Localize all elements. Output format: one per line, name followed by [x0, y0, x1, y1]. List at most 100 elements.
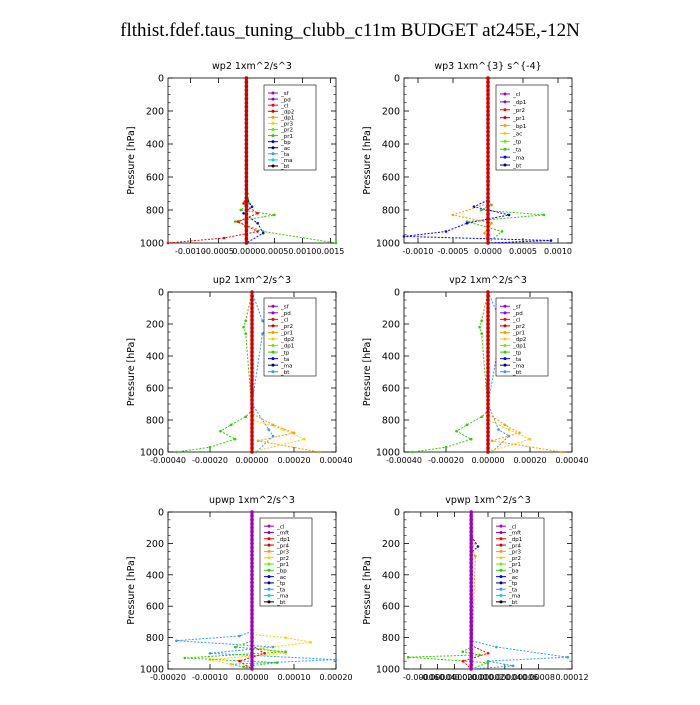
data-point [480, 319, 484, 323]
data-point-central [250, 398, 254, 402]
legend-label: _ta [280, 152, 289, 158]
data-point-central [250, 518, 254, 522]
data-point [480, 415, 484, 419]
legend-marker [271, 115, 275, 119]
data-point-central [486, 187, 490, 192]
data-point-central [486, 386, 490, 390]
legend-label: _pr2 [280, 324, 293, 330]
chart-panel-2: wp3 1xm^{3} s^{-4} Pressure [hPa] 0 200 400 6… [362, 61, 573, 256]
y-tick-label: 0 [394, 508, 400, 519]
legend-marker [503, 155, 507, 159]
data-point-central [486, 410, 490, 414]
data-point [483, 231, 486, 235]
data-point-central [250, 290, 254, 294]
legend-label: _ma [508, 594, 520, 600]
data-point [242, 212, 245, 215]
data-point-central [469, 616, 474, 620]
data-point-central [250, 545, 254, 550]
data-point-central [244, 84, 249, 89]
x-tick-label: -0.00020 [150, 673, 186, 682]
legend-marker [503, 139, 507, 143]
data-point-central [250, 549, 254, 554]
legend-label: _pr3 [276, 550, 290, 556]
legend-label: _pr2 [512, 108, 525, 114]
legend-marker [503, 337, 507, 341]
legend-label: _bp1 [512, 124, 526, 130]
data-point-central [486, 302, 490, 306]
data-point [402, 235, 406, 238]
data-point-central [486, 133, 490, 138]
x-tick-label: 0.0010 [288, 247, 316, 256]
data-point [242, 665, 245, 668]
data-point-central [486, 171, 490, 175]
data-point-central [486, 129, 490, 134]
legend-label: _ta [280, 357, 289, 363]
data-point-central [250, 322, 254, 326]
legend-label: _cl [508, 524, 517, 530]
legend-label: _tp [508, 581, 518, 587]
legend-label: _dp2 [280, 109, 294, 115]
data-point [480, 332, 484, 335]
data-point [261, 332, 264, 335]
legend-marker [503, 330, 507, 334]
data-point [254, 450, 258, 454]
legend-marker [503, 108, 507, 112]
legend-label: _pr2 [280, 128, 293, 134]
y-tick-label: 600 [146, 384, 164, 395]
y-tick-label: 200 [382, 539, 400, 550]
data-point-central [250, 318, 254, 322]
data-point [518, 431, 521, 435]
data-point-central [486, 179, 490, 183]
data-point-central [469, 639, 474, 644]
data-point-central [486, 310, 490, 314]
data-point [256, 212, 259, 215]
data-point [263, 652, 266, 655]
data-point-central [250, 446, 254, 450]
data-point-central [250, 298, 254, 302]
data-point-central [469, 600, 474, 605]
legend-marker [271, 97, 275, 101]
data-point [444, 445, 448, 449]
data-point [472, 205, 476, 208]
data-point-central [469, 584, 474, 589]
data-point [271, 423, 275, 427]
data-point [309, 641, 313, 644]
data-point-central [244, 138, 249, 142]
y-tick-label: 1000 [376, 239, 400, 250]
x-tick-label: 0.00008 [522, 673, 555, 682]
legend-marker [271, 158, 275, 162]
legend-label: _ma [276, 594, 288, 600]
data-point-central [469, 518, 474, 522]
data-point-central [486, 330, 490, 334]
data-point-central [250, 553, 254, 557]
x-tick-label: 0.00020 [513, 456, 546, 465]
data-point-central [486, 398, 490, 402]
legend-marker [499, 594, 503, 598]
x-tick-label: 0.00020 [319, 673, 352, 682]
data-point-central [250, 358, 254, 362]
legend-label: _pr4 [276, 543, 290, 549]
data-point-central [244, 121, 249, 126]
data-point-central [486, 76, 490, 80]
data-point [242, 325, 245, 329]
data-point [469, 437, 473, 441]
data-point [292, 431, 296, 435]
data-point-central [250, 651, 254, 656]
chart-panel-3: up2 1xm^2/s^3 Pressure [hPa] 0 200 400 600 800… [126, 275, 353, 465]
data-point-central [486, 430, 490, 434]
data-point-central [244, 109, 249, 113]
legend-label: _mft [276, 531, 290, 537]
data-point-central [250, 655, 254, 660]
data-point-central [486, 117, 490, 122]
data-point-central [486, 346, 490, 350]
data-point [250, 205, 254, 208]
data-point-central [469, 533, 474, 538]
data-point-central [486, 96, 490, 101]
data-point-central [469, 565, 474, 569]
data-point [549, 239, 553, 242]
legend-label: _dp1 [280, 344, 294, 350]
x-tick-label: -0.00006 [403, 673, 439, 682]
legend-marker [267, 600, 271, 604]
data-point-central [469, 663, 474, 667]
figure-title: flthist.fdef.taus_tuning_clubb_c11m BUDG… [120, 20, 580, 41]
